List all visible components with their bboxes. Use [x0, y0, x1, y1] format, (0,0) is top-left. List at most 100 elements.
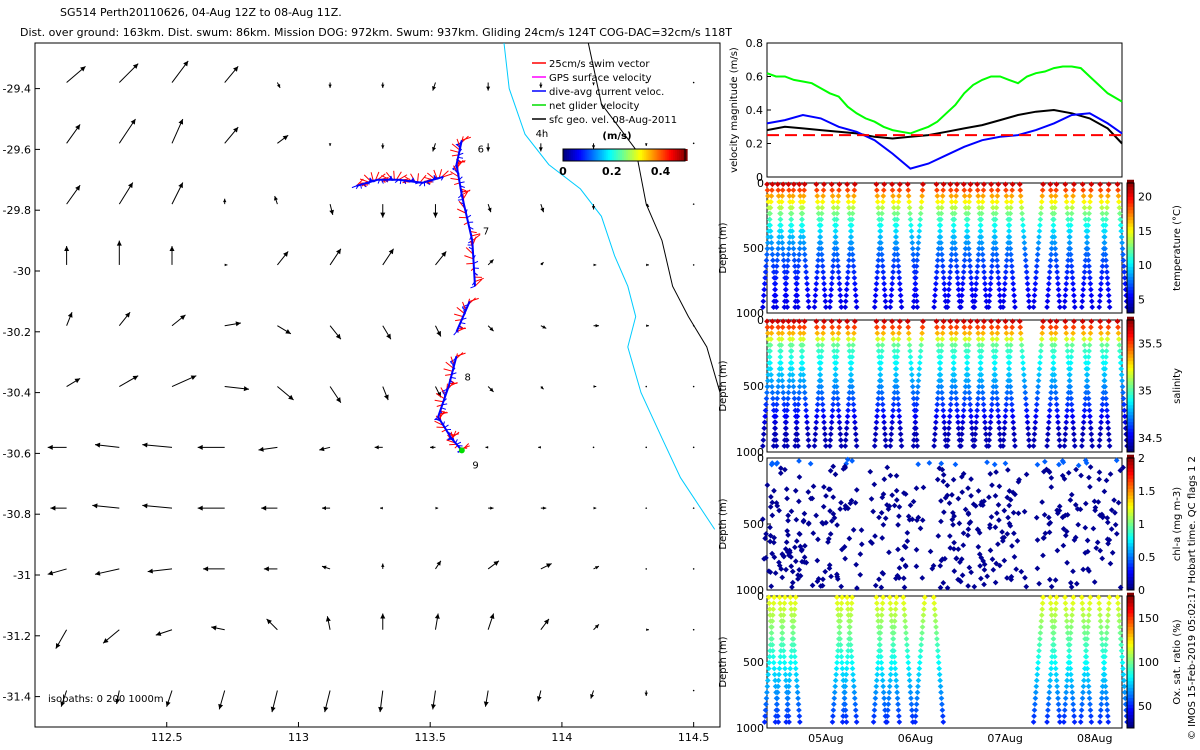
profile-point — [1035, 377, 1042, 384]
profile-point — [995, 502, 1002, 508]
profile-point — [782, 671, 789, 678]
profile-point — [988, 187, 995, 193]
profile-point — [967, 187, 973, 193]
profile-point — [939, 257, 946, 264]
profile-point — [1062, 286, 1069, 293]
profile-point — [1104, 336, 1111, 342]
profile-point — [776, 366, 783, 372]
profile-point — [902, 563, 909, 570]
profile-point — [1086, 210, 1092, 217]
profile-point — [853, 487, 860, 493]
profile-point — [770, 263, 777, 270]
profile-point — [873, 318, 880, 325]
legend-label: 25cm/s swim vector — [549, 59, 650, 70]
profile-point — [995, 275, 1002, 281]
profile-point — [834, 395, 841, 402]
profile-point — [919, 187, 926, 193]
profile-point — [770, 606, 777, 613]
profile-point — [951, 568, 958, 574]
profile-point — [1004, 531, 1011, 537]
profile-point — [875, 389, 882, 396]
profile-point — [791, 618, 797, 624]
profile-point — [961, 187, 968, 193]
profile-point — [1045, 286, 1052, 293]
profile-point — [763, 401, 769, 408]
depth-colorbar-tick-label: 2 — [1138, 452, 1145, 465]
profile-point — [764, 318, 770, 325]
geo-vector — [485, 445, 489, 449]
profile-point — [879, 570, 886, 576]
map-x-tick-label: 114 — [551, 731, 572, 744]
profile-point — [895, 395, 901, 402]
profile-point — [881, 425, 888, 432]
profile-point — [1066, 377, 1073, 384]
profile-point — [1006, 366, 1012, 372]
profile-point — [956, 431, 962, 438]
depth-colorbar-cell — [1127, 602, 1134, 607]
profile-point — [936, 665, 943, 672]
profile-point — [981, 498, 987, 505]
profile-point — [761, 286, 768, 293]
profile-point — [800, 199, 807, 205]
profile-point — [989, 263, 995, 270]
profile-point — [961, 257, 968, 264]
profile-point — [839, 665, 846, 672]
geo-vector-dot — [645, 446, 648, 449]
profile-point — [851, 695, 858, 702]
swim-vector — [438, 169, 443, 179]
profile-point — [1073, 466, 1079, 473]
profile-point — [1040, 594, 1046, 601]
profile-point — [1120, 389, 1126, 396]
profile-point — [1071, 719, 1078, 725]
profile-point — [1069, 199, 1076, 205]
profile-point — [1048, 484, 1055, 490]
profile-point — [793, 292, 799, 299]
profile-point — [995, 269, 1001, 275]
profile-point — [847, 383, 853, 390]
profile-point — [785, 689, 792, 696]
profile-point — [1000, 304, 1006, 310]
geo-vector — [92, 503, 120, 509]
profile-point — [1063, 413, 1070, 420]
profile-point — [1086, 342, 1093, 348]
profile-point — [1097, 707, 1104, 714]
profile-point — [913, 546, 920, 553]
profile-point — [843, 665, 850, 672]
profile-point — [994, 263, 1001, 270]
profile-point — [940, 407, 947, 414]
geo-vector-head — [646, 263, 649, 267]
profile-point — [1051, 216, 1057, 223]
profile-point — [791, 318, 797, 325]
profile-point — [786, 683, 792, 690]
profile-point — [836, 181, 843, 188]
profile-point — [844, 594, 850, 601]
geo-vector-head — [55, 643, 61, 649]
profile-point — [766, 600, 773, 607]
profile-point — [794, 413, 801, 420]
profile-point — [981, 581, 987, 588]
geo-vector-head — [266, 618, 272, 625]
profile-point — [1050, 228, 1056, 234]
profile-point — [887, 677, 894, 684]
profile-point — [945, 431, 952, 438]
depth-colorbar-cell — [1127, 223, 1134, 227]
profile-point — [963, 377, 969, 384]
profile-point — [842, 689, 848, 696]
geo-vector-head — [50, 505, 56, 511]
profile-point — [993, 389, 1000, 396]
profile-point — [1031, 437, 1037, 443]
profile-point — [977, 366, 984, 372]
profile-point — [777, 606, 784, 613]
profile-point — [989, 193, 995, 199]
profile-point — [888, 612, 895, 618]
geo-vector — [692, 507, 695, 509]
profile-point — [778, 642, 785, 648]
profile-point — [977, 228, 984, 234]
profile-point — [834, 659, 840, 666]
depth-axis-label: Depth (m) — [718, 360, 729, 411]
profile-point — [1056, 431, 1062, 438]
depth-colorbar-frame — [1126, 182, 1135, 314]
geo-vector-head — [261, 505, 267, 511]
profile-point — [1069, 336, 1076, 342]
profile-point — [783, 280, 789, 287]
